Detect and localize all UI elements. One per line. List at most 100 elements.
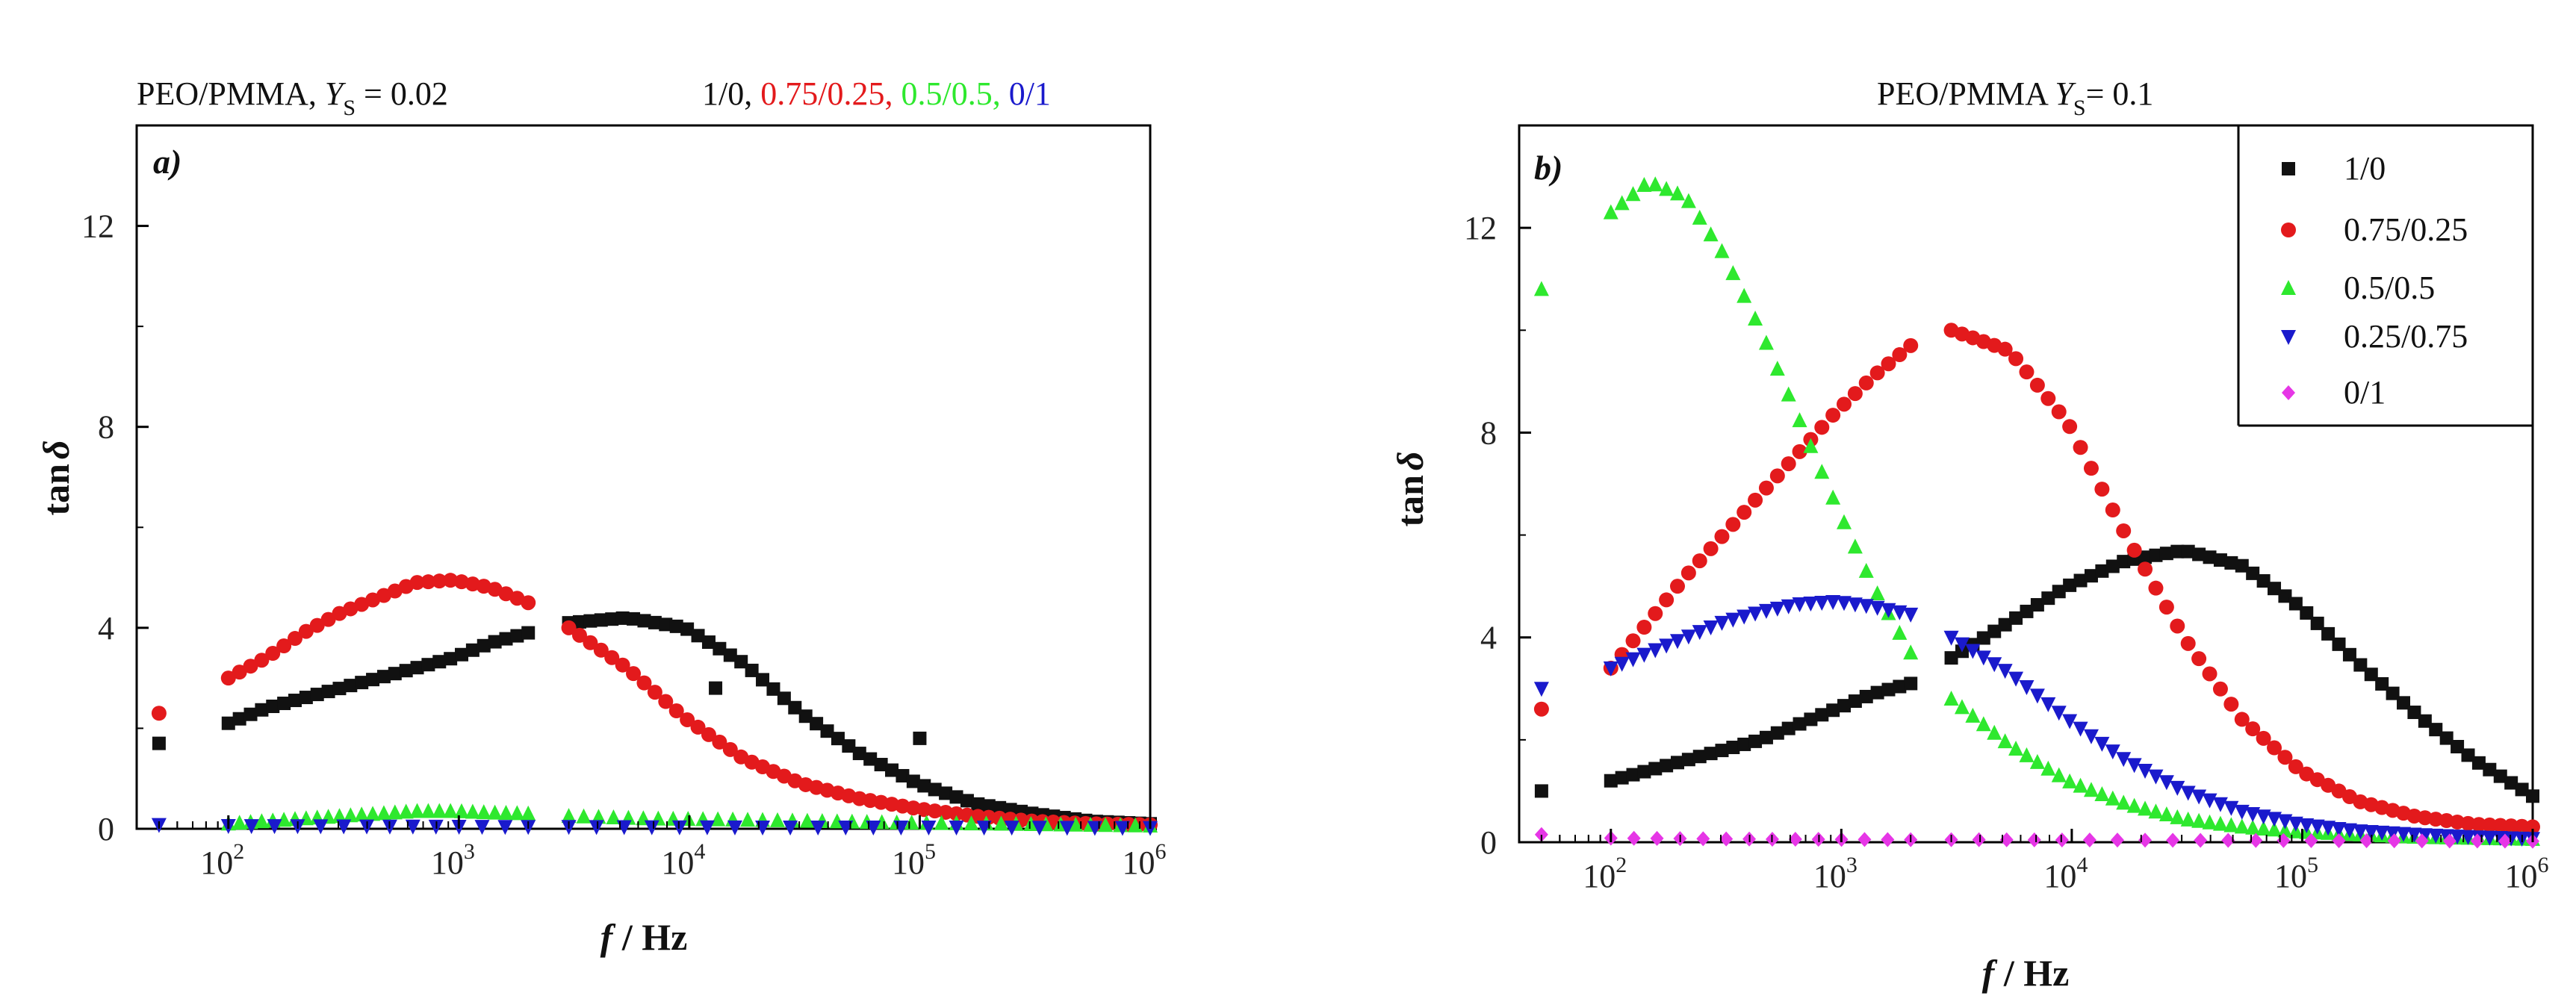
panel-a-point-0-1 (866, 820, 881, 835)
panel-b-legend-marker-2 (2281, 223, 2296, 237)
panel-a-point-1-0 (906, 774, 920, 788)
panel-b-point-0-25-0-75 (2256, 809, 2271, 825)
panel-b-point-0-75-0-25 (1903, 337, 1919, 353)
panel-b-x-tick-label: 106 (2505, 853, 2549, 894)
panel-b-point-1-0 (2159, 547, 2173, 561)
panel-a-point-1-0 (734, 655, 748, 669)
panel-b-point-1-0 (1534, 784, 1548, 798)
panel-b-point-0-25-0-75 (1965, 644, 1981, 659)
panel-a-point-0-75-0-25 (454, 574, 470, 590)
panel-b-point-0-25-0-75 (2245, 807, 2261, 823)
panel-a-point-0-1 (1031, 821, 1047, 836)
panel-b-legend-markers (2281, 162, 2296, 400)
panel-b-point-0-5-0-5 (1758, 334, 1774, 350)
panel-b-point-0-25-0-75 (1533, 682, 1549, 697)
panel-a-x-tick-label: 102 (200, 839, 244, 881)
panel-a-point-1-0 (232, 712, 246, 726)
panel-b-point-0-25-0-75 (1903, 607, 1919, 623)
panel-b-point-0-75-0-25 (1881, 356, 1896, 372)
panel-b-legend-marker-5 (2282, 385, 2295, 400)
panel-b-point-1-0 (2020, 604, 2034, 618)
panel-b-point-0-25-0-75 (2148, 769, 2164, 785)
panel-a-point-1-0 (277, 697, 291, 711)
panel-a-point-1-0 (960, 794, 974, 808)
panel-a-point-1-0 (266, 700, 280, 714)
panel-b-point-1-0 (1770, 726, 1784, 740)
panel-b-point-0-5-0-5 (1903, 644, 1919, 660)
panel-a-point-0-5-0-5 (904, 815, 919, 830)
panel-b-point-0-25-0-75 (1976, 650, 1991, 666)
panel-b-plot-frame (1518, 124, 2534, 844)
panel-b-point-1-0 (1793, 717, 1807, 731)
panel-b-point-1-0 (1648, 762, 1663, 776)
panel-a-point-0-1 (976, 821, 992, 836)
panel-b-point-0-5-0-5 (1533, 281, 1549, 296)
panel-a-point-1-0 (310, 688, 324, 702)
panel-a-point-0-1 (243, 819, 259, 835)
panel-b-point-1-0 (1904, 676, 1918, 691)
panel-b-point-0-25-0-75 (2299, 818, 2315, 833)
panel-a-point-1-0 (691, 629, 705, 643)
panel-a-point-0-1 (644, 820, 659, 835)
panel-b-point-0-25-0-75 (2396, 827, 2412, 842)
panel-b-point-0-5-0-5 (1669, 185, 1685, 201)
panel-a-legend-1-0: 1/0, (702, 75, 752, 112)
panel-a-point-1-0 (615, 611, 630, 625)
panel-a-point-0-5-0-5 (476, 804, 491, 820)
panel-a-point-1-0 (388, 667, 402, 681)
panel-a-point-1-0 (432, 655, 447, 669)
panel-b-point-0-75-0-25 (2245, 721, 2261, 737)
panel-b-point-0-25-0-75 (2385, 826, 2400, 841)
panel-a-point-0-5-0-5 (710, 811, 726, 827)
panel-b-point-1-0 (2386, 686, 2400, 700)
panel-b-point-1-0 (2138, 550, 2153, 564)
panel-a-point-1-0 (820, 724, 834, 738)
panel-b-point-0-5-0-5 (2094, 786, 2110, 801)
panel-b-point-0-75-0-25 (2504, 818, 2519, 834)
panel-b-point-0-75-0-25 (1533, 701, 1549, 717)
panel-b-point-0-5-0-5 (1703, 226, 1719, 242)
panel-b-point-0-5-0-5 (1636, 177, 1652, 192)
panel-b-point-0-5-0-5 (1976, 716, 1991, 732)
panel-b-point-0-25-0-75 (1837, 596, 1852, 612)
panel-a-point-1-0 (288, 694, 302, 708)
panel-a-point-0-1 (838, 820, 854, 835)
panel-b-point-0-1 (2221, 833, 2235, 848)
panel-b-point-1-0 (2256, 574, 2271, 588)
panel-a-point-1-0 (896, 768, 910, 782)
panel-b-point-0-25-0-75 (1943, 630, 1959, 646)
panel-b-point-0-25-0-75 (1987, 657, 2002, 673)
panel-b-point-0-25-0-75 (1680, 629, 1696, 645)
panel-b-point-0-5-0-5 (2126, 797, 2142, 813)
panel-a-label: a) (153, 143, 181, 181)
panel-b-point-1-0 (2461, 748, 2475, 762)
panel-b-point-0-25-0-75 (1781, 599, 1796, 614)
panel-a-point-0-75-0-25 (701, 726, 716, 742)
panel-a-point-0-1 (589, 820, 604, 835)
panel-b-point-1-0 (1837, 699, 1852, 713)
panel-b-point-0-25-0-75 (1748, 606, 1763, 622)
panel-b-point-0-5-0-5 (2267, 821, 2282, 837)
panel-a-point-0-1 (405, 819, 420, 835)
panel-b-point-1-0 (2288, 597, 2303, 611)
panel-b-point-0-25-0-75 (2450, 830, 2465, 845)
panel-b-point-1-0 (2224, 556, 2238, 570)
panel-b-point-1-0 (2375, 676, 2389, 691)
panel-b-point-0-75-0-25 (2202, 666, 2217, 682)
panel-a-point-1-0 (863, 752, 878, 766)
panel-a-point-0-1 (699, 820, 715, 835)
panel-a-plot-frame (135, 124, 1152, 830)
panel-b-point-1-0 (2483, 762, 2497, 777)
panel-a-point-0-5-0-5 (332, 808, 347, 824)
panel-a-point-1-0 (572, 614, 586, 629)
panel-a-point-0-1 (474, 820, 490, 835)
panel-b-point-0-75-0-25 (1748, 492, 1763, 508)
panel-a-point-0-5-0-5 (354, 806, 370, 822)
panel-b-point-0-75-0-25 (2492, 818, 2508, 833)
panel-b-point-1-0 (1826, 703, 1840, 718)
panel-a-point-0-1 (921, 820, 937, 835)
panel-b-point-0-25-0-75 (1659, 638, 1675, 654)
panel-a-point-0-75-0-25 (465, 576, 480, 592)
panel-b-point-0-25-0-75 (1997, 664, 2013, 679)
panel-b-point-0-5-0-5 (2191, 812, 2207, 828)
